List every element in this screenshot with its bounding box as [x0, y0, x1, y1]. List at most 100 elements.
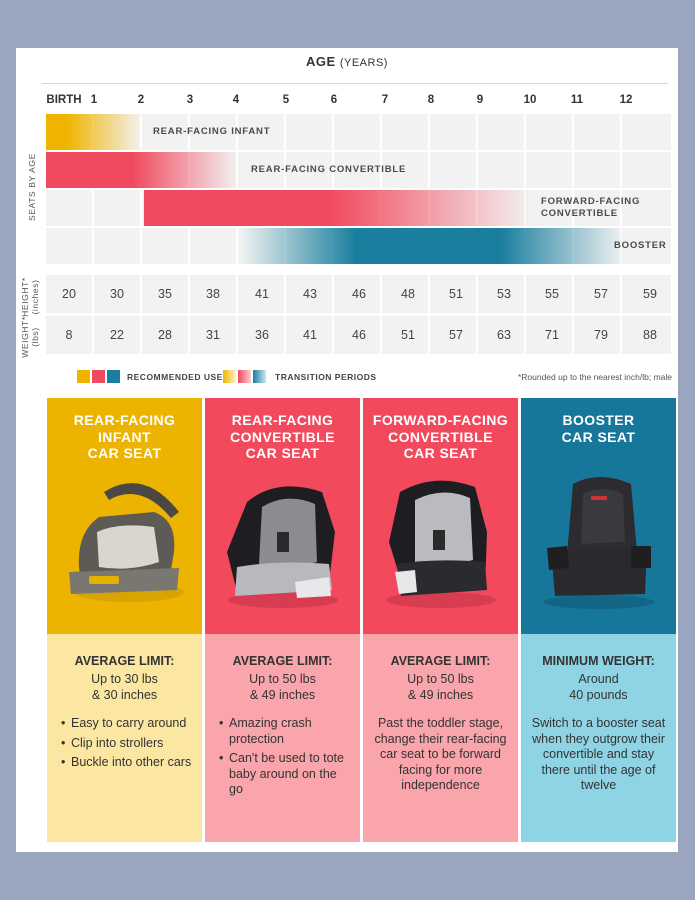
row-height: 20 30 35 38 41 43 46 48 51 53 55 57 59 — [46, 275, 671, 313]
column-title: REAR-FACING INFANT CAR SEAT — [73, 412, 176, 461]
legend-swatch-red — [92, 370, 105, 383]
limit-line: & 30 inches — [91, 688, 158, 702]
limit-line: Up to 50 lbs — [249, 672, 316, 686]
column-body: MINIMUM WEIGHT: Around 40 pounds Switch … — [521, 634, 676, 842]
column-header: BOOSTER CAR SEAT — [521, 398, 676, 634]
legend-transition-red — [238, 370, 251, 383]
limit-line: Up to 30 lbs — [91, 672, 158, 686]
age-labels: BIRTH 1 2 3 4 5 6 7 8 9 10 11 12 — [16, 94, 678, 108]
convertible-car-seat-icon — [227, 486, 338, 608]
bar-forward-facing-convertible — [144, 190, 532, 226]
legend-swatch-yellow — [77, 370, 90, 383]
height-value: 59 — [643, 287, 657, 301]
weight-value: 79 — [594, 328, 608, 342]
column-body: AVERAGE LIMIT: Up to 50 lbs & 49 inches … — [363, 634, 518, 842]
legend-transition-blue — [253, 370, 266, 383]
limit-line: Around — [578, 672, 619, 686]
column-title: FORWARD-FACING CONVERTIBLE CAR SEAT — [372, 412, 509, 461]
age-label: 7 — [381, 94, 389, 106]
limit-heading: AVERAGE LIMIT: — [390, 654, 491, 668]
divider — [42, 83, 668, 84]
row-weight: 8 22 28 31 36 41 46 51 57 63 71 79 88 — [46, 316, 671, 354]
limit-line: Up to 50 lbs — [407, 672, 474, 686]
height-value: 43 — [303, 287, 317, 301]
height-value: 53 — [497, 287, 511, 301]
weight-value: 41 — [303, 328, 317, 342]
bar-label-forward-convertible: FORWARD-FACING CONVERTIBLE — [541, 196, 640, 220]
height-value: 41 — [255, 287, 269, 301]
row-booster: BOOSTER — [46, 228, 671, 264]
age-axis-title: AGE (YEARS) — [16, 54, 678, 69]
weight-label: WEIGHT* (lbs) — [20, 313, 40, 361]
legend-transition-yellow — [223, 370, 236, 383]
column-header: REAR-FACING INFANT CAR SEAT — [47, 398, 202, 634]
seats-by-age-label: SEATS BY AGE — [27, 153, 37, 221]
limit-heading: AVERAGE LIMIT: — [232, 654, 333, 668]
weight-value: 57 — [449, 328, 463, 342]
feature-list: Amazing crash protection Can't be used t… — [219, 716, 354, 802]
feature-item: Easy to carry around — [61, 716, 196, 732]
age-label: 10 — [523, 94, 537, 106]
age-label: 9 — [476, 94, 484, 106]
column-body: AVERAGE LIMIT: Up to 30 lbs & 30 inches … — [47, 634, 202, 842]
age-label: 3 — [186, 94, 194, 106]
weight-value: 31 — [206, 328, 220, 342]
bar-booster — [240, 228, 624, 264]
bar-label-line: FORWARD-FACING — [541, 196, 641, 207]
feature-item: Clip into strollers — [61, 736, 196, 752]
age-label: BIRTH — [46, 94, 82, 106]
weight-value: 88 — [643, 328, 657, 342]
column-rear-facing-convertible: REAR-FACING CONVERTIBLE CAR SEAT AVERAGE… — [205, 398, 360, 842]
bar-rear-facing-infant — [46, 114, 142, 150]
weight-value: 51 — [401, 328, 415, 342]
height-value: 20 — [62, 287, 76, 301]
height-value: 55 — [545, 287, 559, 301]
weight-value: 28 — [158, 328, 172, 342]
legend-swatch-blue — [107, 370, 120, 383]
age-title-main: AGE — [306, 54, 336, 69]
limit-line: & 49 inches — [407, 688, 474, 702]
height-value: 35 — [158, 287, 172, 301]
height-value: 38 — [206, 287, 220, 301]
weight-value: 8 — [65, 328, 73, 342]
row-rear-facing-infant: REAR-FACING INFANT — [46, 114, 671, 150]
legend-footnote: *Rounded up to the nearest inch/lb; male — [517, 372, 672, 382]
weight-value: 22 — [110, 328, 124, 342]
forward-convertible-car-seat-icon — [386, 480, 496, 608]
column-forward-facing-convertible: FORWARD-FACING CONVERTIBLE CAR SEAT AVER… — [363, 398, 518, 842]
height-value: 30 — [110, 287, 124, 301]
age-label: 1 — [90, 94, 98, 106]
height-value: 46 — [352, 287, 366, 301]
bar-rear-facing-convertible — [46, 152, 238, 188]
column-body: AVERAGE LIMIT: Up to 50 lbs & 49 inches … — [205, 634, 360, 842]
limit-heading: MINIMUM WEIGHT: — [542, 654, 655, 668]
age-label: 11 — [570, 94, 584, 106]
age-label: 8 — [427, 94, 435, 106]
feature-item: Amazing crash protection — [219, 716, 354, 747]
description-text: Switch to a booster seat when they outgr… — [531, 716, 666, 792]
bar-label-rear-convertible: REAR-FACING CONVERTIBLE — [251, 164, 407, 175]
feature-item: Can't be used to tote baby around on the… — [219, 751, 354, 798]
weight-label-text: WEIGHT* — [20, 316, 30, 358]
age-label: 6 — [330, 94, 338, 106]
weight-value: 63 — [497, 328, 511, 342]
height-value: 48 — [401, 287, 415, 301]
age-label: 5 — [282, 94, 290, 106]
column-rear-facing-infant: REAR-FACING INFANT CAR SEAT AVERAGE LIMI… — [47, 398, 202, 842]
infographic-card: AGE (YEARS) BIRTH 1 2 3 4 5 6 7 8 9 10 1… — [16, 48, 678, 852]
bar-label-infant: REAR-FACING INFANT — [153, 126, 271, 137]
weight-value: 36 — [255, 328, 269, 342]
row-rear-facing-convertible: REAR-FACING CONVERTIBLE — [46, 152, 671, 188]
bar-label-line: CONVERTIBLE — [541, 208, 618, 219]
limit-heading: AVERAGE LIMIT: — [74, 654, 175, 668]
age-title-sub: (YEARS) — [339, 57, 388, 69]
column-title: REAR-FACING CONVERTIBLE CAR SEAT — [230, 412, 335, 461]
weight-value: 46 — [352, 328, 366, 342]
description-text: Past the toddler stage, change their rea… — [374, 716, 507, 792]
age-label: 4 — [232, 94, 240, 106]
column-header: FORWARD-FACING CONVERTIBLE CAR SEAT — [363, 398, 518, 634]
column-header: REAR-FACING CONVERTIBLE CAR SEAT — [205, 398, 360, 634]
height-value: 57 — [594, 287, 608, 301]
infant-car-seat-icon — [69, 483, 184, 602]
column-booster: BOOSTER CAR SEAT MINIMUM WEIGHT: Around … — [521, 398, 676, 842]
